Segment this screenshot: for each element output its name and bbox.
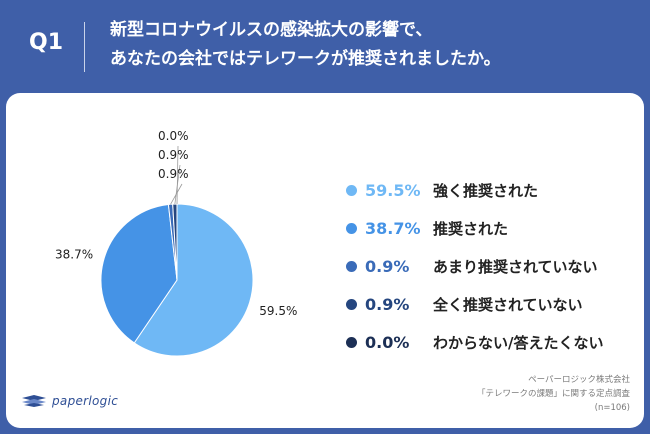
header: Q1 新型コロナウイルスの感染拡大の影響で、 あなたの会社ではテレワークが推奨さ… — [0, 0, 650, 92]
legend-label: 推奨された — [433, 219, 509, 238]
pie-data-label: 0.9% — [158, 167, 189, 181]
legend-label: あまり推奨されていない — [433, 257, 598, 276]
legend-value: 0.9% — [365, 256, 410, 276]
chart-panel: 59.5% 38.7% 0.0% 0.9% 0.9% 59.5% 強く推奨された 38.7%… — [6, 93, 644, 428]
sample-size: (n=106) — [594, 403, 630, 413]
pie-chart: 59.5% 38.7% 0.0% 0.9% 0.9% — [55, 129, 297, 357]
source-survey: 「テレワークの課題」に関する定点調査 — [476, 389, 630, 399]
leader-line — [176, 145, 179, 205]
pie-slice — [100, 203, 178, 344]
legend-marker — [346, 184, 357, 196]
source-note: ペーパーロジック株式会社 「テレワークの課題」に関する定点調査 (n=106) — [477, 373, 630, 415]
paperlogic-logo-icon — [22, 395, 46, 407]
legend-value: 59.5% — [365, 180, 421, 200]
pie-data-label: 38.7% — [55, 248, 93, 262]
legend-item: 38.7% 推奨された — [346, 209, 603, 247]
pie-data-label: 59.5% — [259, 304, 297, 318]
question-line-2: あなたの会社ではテレワークが推奨されましたか。 — [110, 49, 501, 69]
pie-data-label: 0.9% — [158, 148, 189, 162]
legend-value: 0.9% — [365, 294, 410, 314]
chart-legend: 59.5% 強く推奨された 38.7% 推奨された 0.9% あまり推奨されていない 0.9… — [346, 171, 603, 361]
legend-marker — [346, 260, 357, 272]
question-text: 新型コロナウイルスの感染拡大の影響で、 あなたの会社ではテレワークが推奨されまし… — [110, 16, 501, 74]
legend-item: 0.9% あまり推奨されていない — [346, 247, 603, 285]
leader-line — [174, 164, 181, 205]
legend-value: 0.0% — [365, 332, 410, 352]
header-divider — [84, 22, 85, 72]
legend-item: 0.0% わからない/答えたくない — [346, 323, 603, 361]
legend-label: 強く推奨された — [433, 181, 539, 200]
leader-line — [170, 183, 183, 205]
pie-data-label: 0.0% — [158, 129, 189, 143]
pie-slice — [133, 203, 254, 357]
legend-item: 0.9% 全く推奨されていない — [346, 285, 603, 323]
legend-item: 59.5% 強く推奨された — [346, 171, 603, 209]
legend-value: 38.7% — [365, 218, 421, 238]
source-company: ペーパーロジック株式会社 — [528, 375, 630, 385]
legend-marker — [346, 336, 357, 348]
legend-label: わからない/答えたくない — [433, 333, 604, 352]
logo-text: paperlogic — [52, 394, 119, 408]
legend-marker — [346, 298, 357, 310]
paperlogic-logo: paperlogic — [20, 394, 118, 408]
legend-label: 全く推奨されていない — [433, 295, 583, 314]
question-number: Q1 — [29, 30, 64, 55]
legend-marker — [346, 222, 357, 234]
question-line-1: 新型コロナウイルスの感染拡大の影響で、 — [110, 20, 433, 40]
